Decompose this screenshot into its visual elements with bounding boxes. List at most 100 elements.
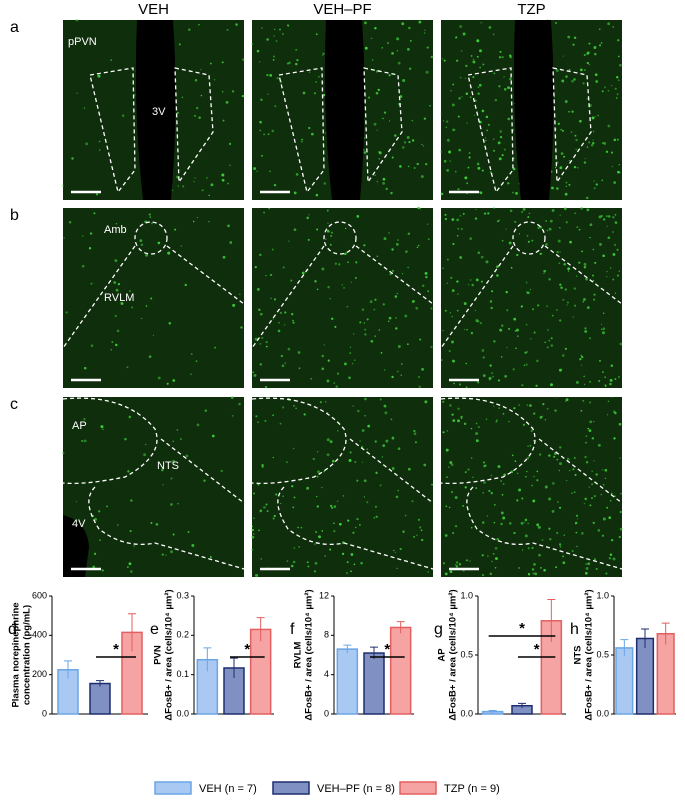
speckle: [402, 273, 404, 275]
speckle: [111, 341, 114, 343]
y-tick-label: 0.5: [596, 649, 609, 659]
speckle: [272, 414, 274, 417]
speckle: [465, 386, 468, 389]
speckle: [369, 300, 373, 304]
speckle: [101, 569, 104, 572]
panel-letter: g: [434, 621, 443, 638]
speckle: [592, 130, 595, 133]
speckle: [588, 429, 592, 433]
speckle: [512, 191, 514, 194]
speckle: [267, 93, 269, 95]
speckle: [527, 240, 530, 243]
speckle: [459, 214, 462, 217]
region-outline: [89, 67, 136, 194]
speckle: [451, 289, 455, 293]
speckle: [348, 376, 351, 380]
speckle: [357, 409, 360, 413]
speckle: [587, 562, 591, 566]
speckle: [477, 92, 480, 95]
y-axis-label: PVN: [153, 645, 164, 665]
speckle: [404, 514, 407, 517]
speckle: [493, 503, 496, 506]
speckle: [459, 25, 463, 28]
speckle: [292, 506, 295, 509]
speckle: [606, 506, 609, 509]
speckle: [388, 74, 391, 77]
speckle: [448, 349, 451, 353]
speckle: [564, 347, 567, 350]
speckle: [604, 384, 607, 387]
error-bar: [488, 709, 497, 713]
speckle: [597, 114, 599, 117]
speckle: [263, 211, 266, 214]
speckle: [330, 231, 333, 234]
speckle: [446, 258, 449, 261]
speckle: [491, 372, 493, 374]
speckle: [457, 188, 460, 191]
speckle: [592, 248, 595, 251]
panel-letter: d: [8, 621, 17, 638]
speckle: [353, 359, 356, 361]
speckle: [548, 527, 551, 530]
speckle: [482, 461, 486, 464]
speckle: [210, 183, 214, 187]
speckle: [329, 298, 331, 300]
speckle: [375, 515, 378, 518]
speckle: [554, 21, 558, 25]
speckle: [497, 465, 501, 469]
speckle: [589, 504, 592, 507]
speckle: [354, 461, 357, 464]
micrograph: [440, 19, 622, 200]
speckle: [559, 462, 563, 466]
speckle: [594, 261, 597, 264]
speckle: [526, 351, 529, 353]
panel-letter: f: [290, 621, 295, 638]
significance-label: *: [519, 620, 525, 637]
speckle: [476, 162, 480, 166]
speckle: [469, 96, 472, 99]
y-tick-label: 1.0: [596, 590, 609, 600]
speckle: [124, 437, 127, 441]
speckle: [516, 472, 519, 475]
speckle: [499, 130, 503, 133]
speckle: [126, 366, 129, 369]
speckle: [515, 192, 518, 195]
speckle: [291, 485, 294, 488]
speckle: [266, 73, 269, 77]
region-outline: [467, 67, 514, 194]
speckle: [587, 427, 590, 430]
speckle: [331, 317, 334, 320]
legend-label: TZP (n = 9): [444, 783, 500, 795]
speckle: [225, 101, 229, 104]
speckle: [452, 242, 455, 246]
speckle: [493, 72, 496, 75]
speckle: [526, 470, 528, 473]
y-axis-label: ΔFosB+ / area (cells/10⁴ µm²): [584, 589, 595, 720]
speckle: [565, 221, 568, 224]
speckle: [613, 181, 616, 184]
speckle: [430, 55, 433, 59]
speckle: [426, 223, 429, 225]
speckle: [170, 503, 173, 506]
speckle: [402, 530, 405, 533]
speckle: [574, 473, 577, 477]
speckle: [180, 438, 182, 440]
speckle: [128, 298, 131, 301]
speckle: [524, 351, 527, 354]
speckle: [608, 516, 612, 520]
speckle: [411, 500, 414, 503]
speckle: [427, 238, 430, 241]
bar: [615, 647, 634, 715]
speckle: [501, 154, 504, 157]
speckle: [300, 526, 303, 529]
speckle: [209, 62, 212, 65]
speckle: [267, 133, 270, 136]
speckle: [548, 227, 552, 231]
speckle: [220, 469, 223, 473]
speckle: [479, 49, 482, 53]
speckle: [538, 553, 541, 557]
speckle: [100, 425, 104, 429]
speckle: [254, 337, 258, 341]
speckle: [536, 470, 539, 473]
speckle: [589, 420, 593, 424]
